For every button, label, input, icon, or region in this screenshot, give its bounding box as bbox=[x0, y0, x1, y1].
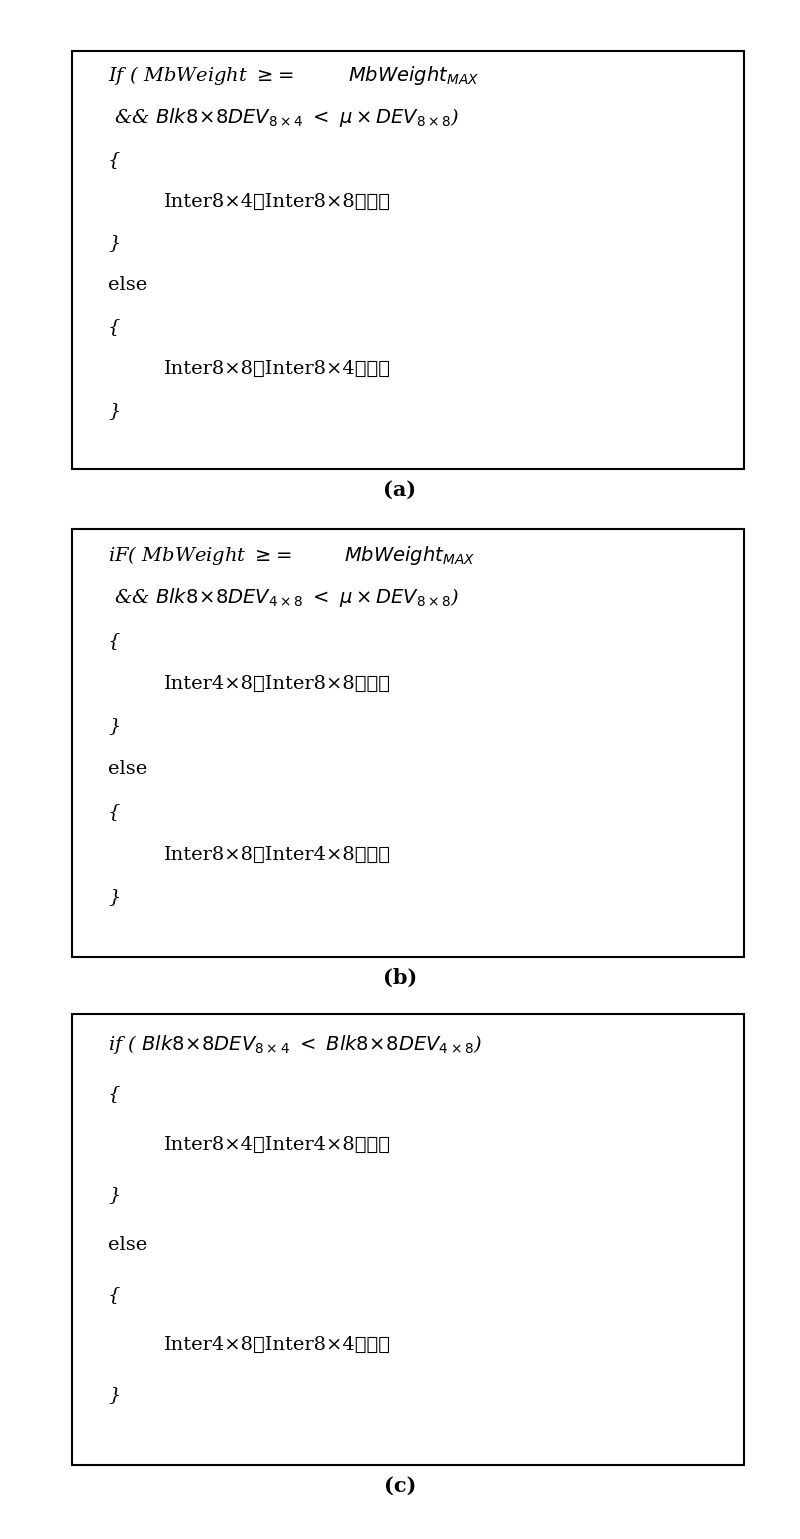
Text: iF( MbWeight $\geq\!=$: iF( MbWeight $\geq\!=$ bbox=[108, 543, 298, 566]
Text: Inter4×8较Inter8×4先估计: Inter4×8较Inter8×4先估计 bbox=[164, 1336, 391, 1354]
Text: {: { bbox=[108, 631, 120, 649]
Text: }: } bbox=[108, 234, 120, 252]
Text: }: } bbox=[108, 1185, 120, 1203]
Text: Inter8×8较Inter4×8先估计: Inter8×8较Inter4×8先估计 bbox=[164, 845, 391, 863]
Text: Inter8×4较Inter8×8先估计: Inter8×4较Inter8×8先估计 bbox=[164, 192, 391, 211]
Text: {: { bbox=[108, 151, 120, 169]
Text: {: { bbox=[108, 803, 120, 820]
Text: && $\mathit{Blk8\!\times\!8DEV}_{4\times8}$ $<$ $\mu \times \mathit{DEV}_{8\time: && $\mathit{Blk8\!\times\!8DEV}_{4\times… bbox=[108, 586, 460, 609]
Text: If ( MbWeight $\geq\!=$: If ( MbWeight $\geq\!=$ bbox=[108, 65, 299, 88]
Text: }: } bbox=[108, 402, 120, 420]
Text: Inter8×8较Inter8×4先估计: Inter8×8较Inter8×4先估计 bbox=[164, 360, 391, 379]
Text: else: else bbox=[108, 760, 147, 779]
Text: $\mathit{MbWeight}_{\mathit{MAX}}$: $\mathit{MbWeight}_{\mathit{MAX}}$ bbox=[344, 543, 475, 566]
Text: }: } bbox=[108, 1387, 120, 1404]
Text: {: { bbox=[108, 1285, 120, 1304]
Text: Inter4×8较Inter8×8先估计: Inter4×8较Inter8×8先估计 bbox=[164, 674, 391, 693]
Text: && $\mathit{Blk8\!\times\!8DEV}_{8\times4}$ $<$ $\mu \times \mathit{DEV}_{8\time: && $\mathit{Blk8\!\times\!8DEV}_{8\times… bbox=[108, 106, 460, 129]
Text: if ( $\mathit{Blk8\!\times\!8DEV}_{8\times4}$ $<$ $\mathit{Blk8\!\times\!8DEV}_{: if ( $\mathit{Blk8\!\times\!8DEV}_{8\tim… bbox=[108, 1033, 482, 1056]
Text: (a): (a) bbox=[383, 480, 417, 500]
Text: (c): (c) bbox=[384, 1476, 416, 1496]
Text: else: else bbox=[108, 1236, 147, 1254]
Text: $\mathit{MbWeight}_{\mathit{MAX}}$: $\mathit{MbWeight}_{\mathit{MAX}}$ bbox=[348, 65, 479, 88]
Text: Inter8×4较Inter4×8先估计: Inter8×4较Inter4×8先估计 bbox=[164, 1136, 391, 1153]
Text: {: { bbox=[108, 1085, 120, 1103]
Text: }: } bbox=[108, 717, 120, 736]
Text: {: { bbox=[108, 319, 120, 336]
Text: else: else bbox=[108, 275, 147, 294]
Text: }: } bbox=[108, 888, 120, 906]
Bar bbox=[72, 1014, 744, 1465]
Bar bbox=[72, 529, 744, 957]
Bar bbox=[72, 51, 744, 469]
Text: (b): (b) bbox=[383, 968, 417, 988]
